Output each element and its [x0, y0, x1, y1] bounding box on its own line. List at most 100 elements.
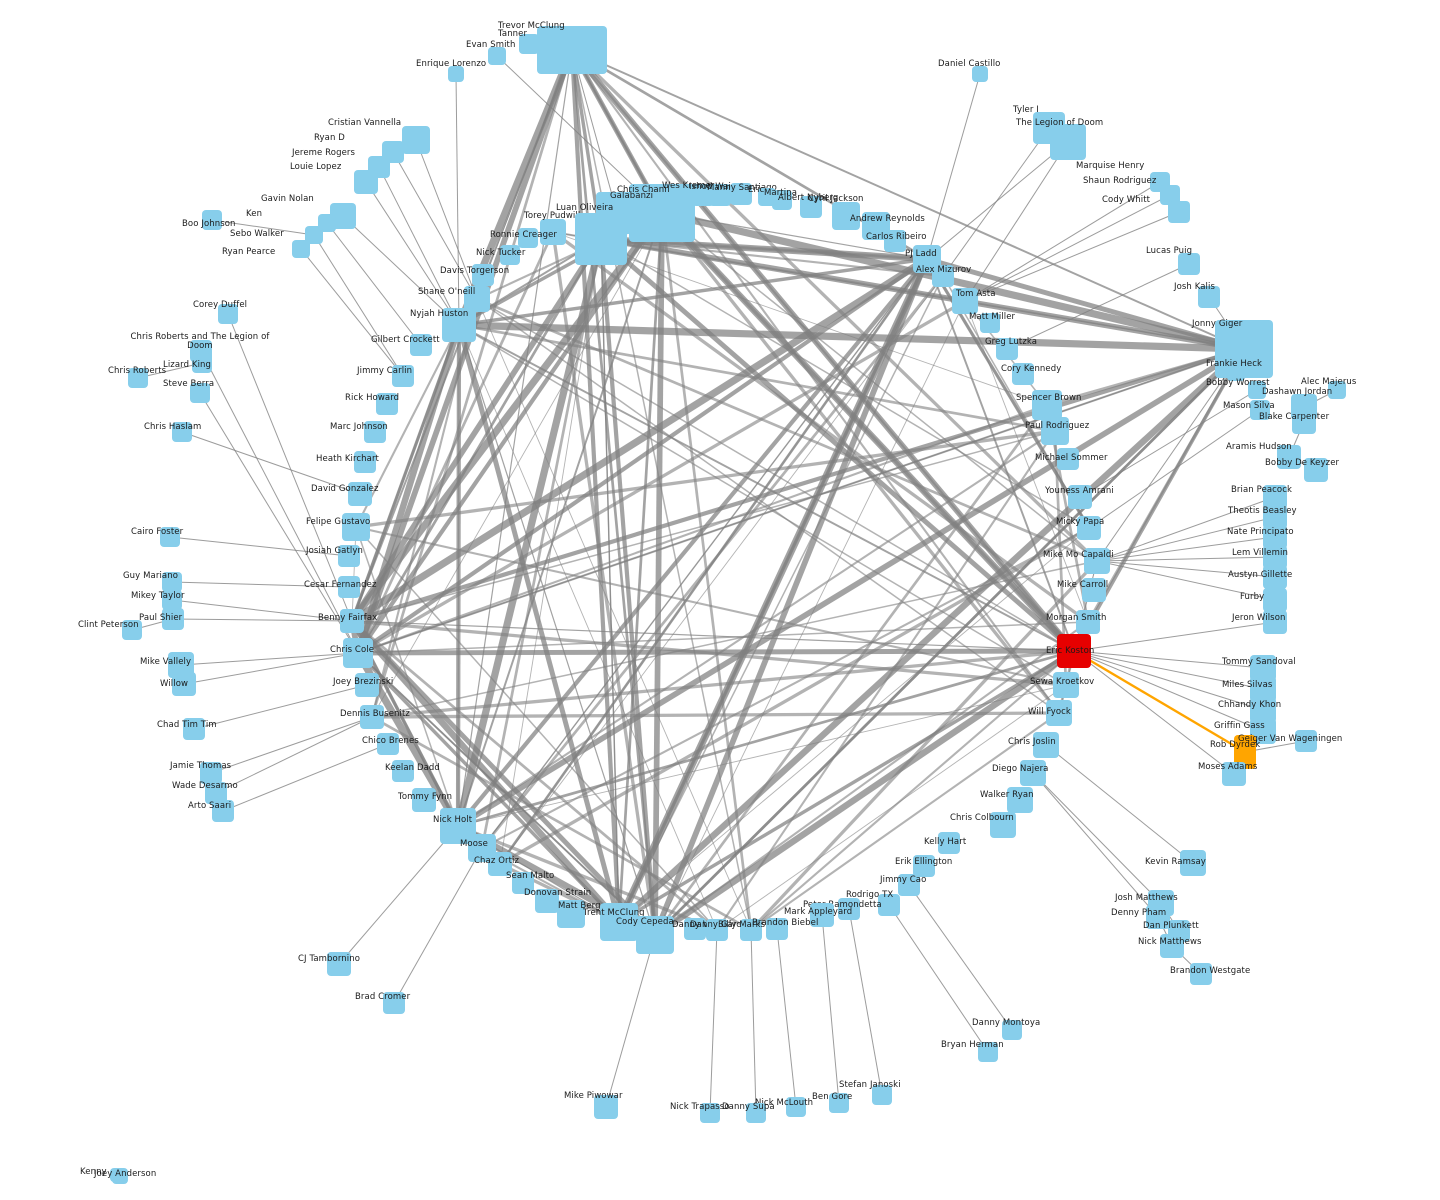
graph-node[interactable] [376, 393, 398, 415]
graph-node[interactable] [1277, 445, 1301, 469]
graph-node[interactable] [200, 762, 222, 784]
graph-node[interactable] [162, 572, 182, 592]
graph-node[interactable] [348, 482, 372, 506]
graph-node[interactable] [810, 903, 834, 927]
graph-node[interactable] [488, 852, 512, 876]
graph-node[interactable] [972, 66, 988, 82]
graph-node[interactable] [557, 900, 585, 928]
graph-node[interactable] [292, 240, 310, 258]
graph-node[interactable] [383, 992, 405, 1014]
graph-node[interactable] [172, 422, 192, 442]
graph-node[interactable] [1248, 381, 1266, 399]
graph-node[interactable] [410, 334, 432, 356]
graph-node[interactable] [360, 705, 384, 729]
graph-node[interactable] [898, 874, 920, 896]
graph-node[interactable] [162, 608, 184, 630]
graph-node[interactable] [1222, 762, 1246, 786]
graph-node[interactable] [340, 609, 364, 633]
graph-node[interactable] [1057, 448, 1079, 470]
graph-node[interactable] [1168, 201, 1190, 223]
graph-node[interactable] [162, 590, 182, 610]
graph-node[interactable] [338, 545, 360, 567]
graph-node[interactable] [594, 1095, 618, 1119]
graph-node[interactable] [327, 952, 351, 976]
graph-node[interactable] [1007, 787, 1033, 813]
graph-node[interactable] [872, 1085, 892, 1105]
graph-node[interactable] [1292, 410, 1316, 434]
graph-node[interactable] [402, 126, 430, 154]
graph-node[interactable] [305, 226, 323, 244]
graph-node[interactable] [1328, 381, 1346, 399]
graph-node[interactable] [190, 383, 210, 403]
graph-node[interactable] [112, 1168, 128, 1184]
graph-node[interactable] [392, 760, 414, 782]
graph-node[interactable] [1053, 672, 1079, 698]
graph-node[interactable] [980, 313, 1000, 333]
graph-node[interactable] [746, 1103, 766, 1123]
graph-node[interactable] [342, 513, 370, 541]
graph-node[interactable] [1227, 363, 1245, 381]
graph-node[interactable] [205, 782, 227, 804]
graph-node[interactable] [448, 66, 464, 82]
graph-node[interactable] [1041, 417, 1069, 445]
graph-node[interactable] [355, 673, 379, 697]
graph-node[interactable] [1012, 363, 1034, 385]
graph-node[interactable] [537, 26, 607, 74]
graph-node[interactable] [1084, 548, 1110, 574]
graph-node[interactable] [709, 184, 731, 206]
graph-node[interactable] [338, 576, 360, 598]
graph-node[interactable] [500, 245, 520, 265]
graph-node[interactable] [1250, 400, 1270, 420]
graph-node[interactable] [1076, 610, 1100, 634]
graph-node[interactable] [629, 184, 695, 242]
graph-node[interactable] [518, 228, 538, 248]
graph-node[interactable] [1234, 735, 1256, 769]
graph-node[interactable] [377, 733, 399, 755]
graph-node[interactable] [884, 230, 906, 252]
graph-node[interactable] [600, 903, 638, 941]
graph-node[interactable] [1077, 516, 1101, 540]
graph-node[interactable] [740, 919, 762, 941]
graph-node[interactable] [512, 872, 534, 894]
graph-node[interactable] [829, 1093, 849, 1113]
graph-node[interactable] [128, 368, 148, 388]
graph-node[interactable] [996, 338, 1018, 360]
graph-node[interactable] [1050, 124, 1086, 160]
graph-node[interactable] [1068, 485, 1092, 509]
graph-node[interactable] [636, 916, 674, 954]
graph-node[interactable] [1057, 634, 1091, 668]
graph-node[interactable] [183, 718, 205, 740]
graph-node[interactable] [800, 196, 822, 218]
graph-node[interactable] [692, 184, 714, 206]
graph-node[interactable] [1033, 732, 1059, 758]
graph-node[interactable] [1032, 390, 1062, 420]
graph-node[interactable] [488, 47, 506, 65]
graph-node[interactable] [932, 265, 954, 287]
graph-node[interactable] [519, 34, 539, 54]
graph-node[interactable] [913, 855, 935, 877]
graph-node[interactable] [472, 264, 494, 286]
graph-node[interactable] [1263, 588, 1287, 612]
graph-node[interactable] [758, 188, 776, 206]
graph-node[interactable] [706, 919, 728, 941]
graph-node[interactable] [786, 1097, 806, 1117]
graph-node[interactable] [990, 812, 1016, 838]
graph-node[interactable] [1263, 565, 1287, 589]
graph-node[interactable] [343, 638, 373, 668]
graph-node[interactable] [700, 1103, 720, 1123]
graph-node[interactable] [1295, 730, 1317, 752]
graph-node[interactable] [442, 308, 476, 342]
graph-node[interactable] [212, 800, 234, 822]
graph-node[interactable] [1160, 934, 1184, 958]
graph-node[interactable] [1178, 253, 1200, 275]
graph-node[interactable] [172, 672, 196, 696]
graph-node[interactable] [1082, 578, 1106, 602]
graph-node[interactable] [1160, 185, 1180, 205]
graph-node[interactable] [1180, 850, 1206, 876]
graph-node[interactable] [218, 304, 238, 324]
graph-node[interactable] [122, 620, 142, 640]
graph-node[interactable] [938, 832, 960, 854]
graph-node[interactable] [1198, 286, 1220, 308]
